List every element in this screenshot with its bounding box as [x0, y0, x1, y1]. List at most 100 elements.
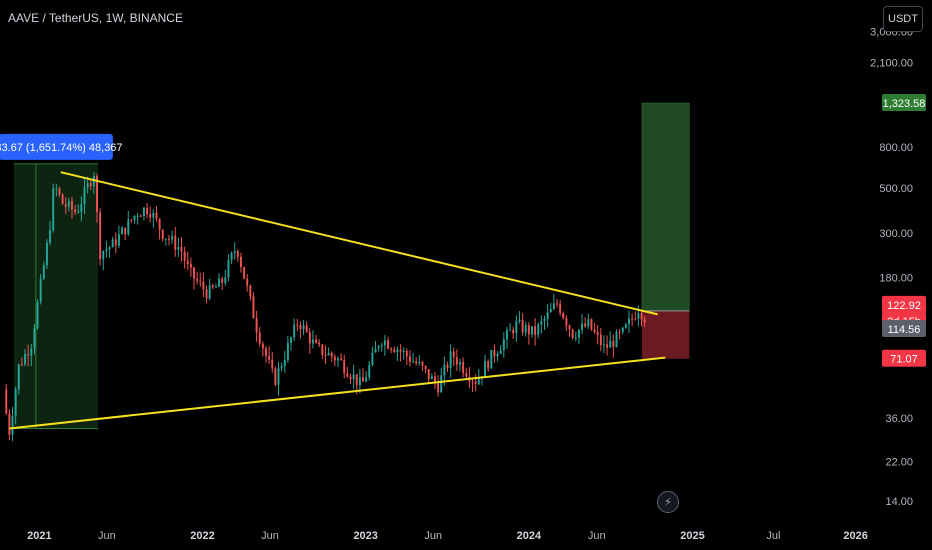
candle-body	[355, 374, 358, 386]
candle	[474, 374, 477, 392]
candle-body	[537, 324, 540, 335]
candle-body	[552, 303, 555, 309]
candle	[293, 318, 296, 342]
candle-body	[599, 334, 602, 346]
candle-body	[531, 326, 533, 335]
target-zone	[641, 102, 690, 312]
candle-body	[330, 352, 333, 357]
y-tick-label: 180.00	[879, 272, 913, 284]
candle-body	[440, 375, 443, 393]
candle	[502, 332, 505, 358]
x-tick-label: 2022	[190, 530, 214, 542]
candle-body	[177, 246, 180, 250]
candle	[543, 315, 546, 331]
candle	[358, 368, 361, 394]
candle	[55, 184, 58, 197]
candle	[24, 349, 27, 367]
candle	[449, 344, 452, 378]
lightning-bolt-icon[interactable]: ⚡	[657, 491, 679, 513]
candle	[218, 273, 221, 288]
candle	[424, 365, 427, 374]
candle-body	[196, 278, 199, 281]
candle-body	[408, 356, 411, 362]
candle-body	[365, 377, 368, 382]
candle-body	[30, 348, 33, 356]
range-measure-box	[13, 163, 98, 429]
candle	[77, 204, 80, 214]
candle-body	[368, 364, 371, 378]
candle	[380, 342, 383, 352]
candle	[305, 321, 308, 333]
candle-body	[127, 219, 130, 235]
candle	[315, 334, 318, 344]
candle	[189, 257, 192, 277]
candle	[17, 363, 20, 395]
candle-body	[571, 329, 574, 339]
candle-body	[189, 264, 192, 268]
candle-body	[8, 413, 11, 435]
candle-body	[193, 267, 195, 279]
candle	[283, 350, 286, 373]
candle	[336, 356, 339, 367]
candle-body	[33, 328, 36, 349]
candle-body	[584, 323, 587, 327]
candle-body	[227, 260, 230, 278]
target-price-label-bg	[882, 94, 926, 112]
candle	[402, 347, 405, 360]
candle-body	[302, 325, 305, 330]
stop-price-label-bg	[882, 349, 926, 367]
candle-body	[577, 329, 580, 338]
candle-body	[446, 364, 449, 368]
candle-body	[265, 348, 267, 356]
candle-body	[524, 325, 527, 333]
candle-body	[321, 344, 324, 356]
candle-body	[556, 303, 558, 305]
candle-body	[402, 351, 405, 353]
y-tick-label: 800.00	[879, 142, 913, 154]
candle-body	[474, 381, 477, 385]
y-tick-label: 2,100.00	[870, 58, 913, 70]
candle-body	[427, 369, 430, 380]
candle	[534, 317, 537, 346]
candle-body	[218, 278, 221, 287]
y-tick-label: 22.00	[885, 456, 913, 468]
candle-body	[346, 373, 349, 377]
candle	[224, 269, 227, 287]
candle	[515, 315, 518, 342]
candle-body	[587, 319, 590, 327]
candle	[440, 367, 443, 393]
candle	[408, 350, 411, 367]
candle-body	[618, 331, 621, 333]
candle	[99, 208, 102, 266]
trendlines-layer	[9, 171, 666, 430]
candle-body	[221, 278, 224, 283]
candle-body	[581, 323, 584, 330]
candle	[412, 352, 415, 363]
candle	[124, 227, 127, 241]
candle-body	[108, 247, 111, 250]
candle-body	[45, 242, 48, 266]
candle-body	[324, 355, 327, 357]
currency-button[interactable]: USDT	[883, 6, 923, 32]
candle	[628, 310, 630, 334]
candle-body	[549, 308, 552, 313]
candle	[208, 278, 211, 301]
candle	[437, 375, 440, 397]
candle	[418, 355, 421, 366]
candle-body	[418, 362, 421, 364]
y-tick-label: 500.00	[879, 183, 913, 195]
target-price-label: 1,323.58	[882, 94, 926, 112]
candle-body	[49, 230, 52, 243]
candle	[546, 303, 549, 328]
candle	[430, 373, 433, 380]
candle	[193, 266, 195, 290]
candle-body	[252, 296, 255, 319]
candle-body	[562, 313, 565, 319]
candle	[462, 357, 465, 378]
candle	[577, 328, 580, 345]
stop-zone	[641, 310, 690, 359]
candle-body	[186, 260, 189, 265]
upper-trendline	[60, 171, 658, 316]
candle-body	[5, 389, 8, 414]
